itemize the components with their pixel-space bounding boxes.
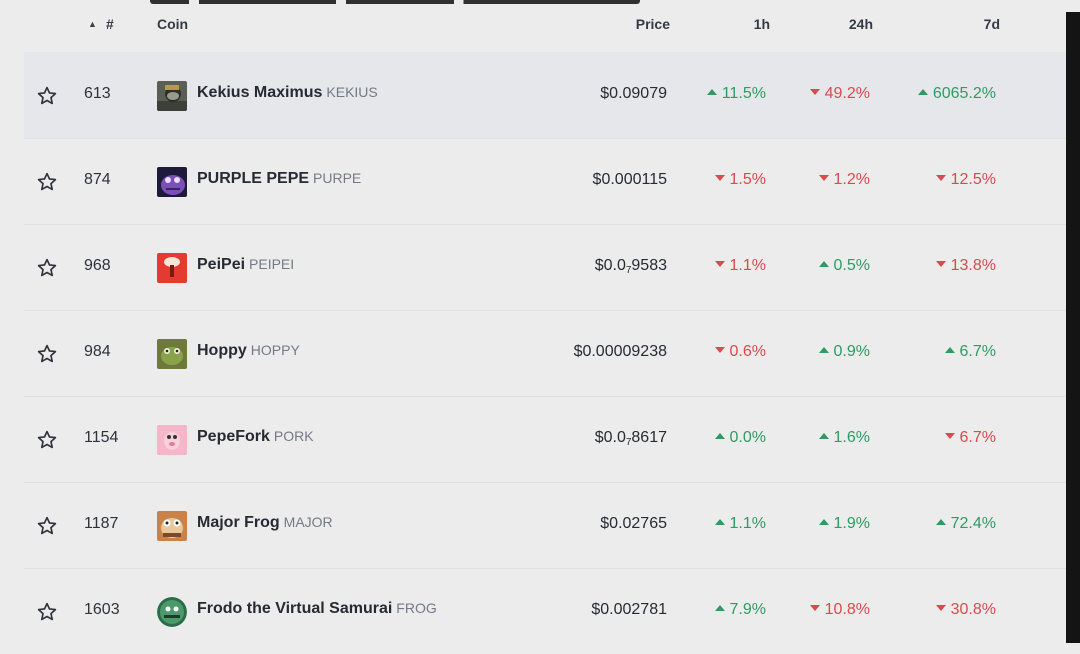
coin-rank: 1603 <box>84 601 120 618</box>
change-24h: 1.9% <box>818 515 870 533</box>
change-24h: 1.6% <box>818 429 870 447</box>
peipei-logo-icon <box>157 253 187 283</box>
coin-name[interactable]: Hoppy HOPPY <box>197 342 300 359</box>
coin-symbol: PURPE <box>313 170 362 186</box>
change-7d: 13.8% <box>935 257 996 275</box>
row-divider <box>24 396 1066 397</box>
change-24h: 10.8% <box>809 601 870 619</box>
coin-name[interactable]: Kekius Maximus KEKIUS <box>197 84 378 101</box>
change-1h: 0.6% <box>714 343 766 361</box>
coin-rank: 968 <box>84 257 111 274</box>
row-divider <box>24 482 1066 483</box>
change-1h: 11.5% <box>706 85 766 103</box>
kekius-logo-icon <box>157 81 187 111</box>
sort-ascending-icon[interactable]: ▲ <box>88 19 97 29</box>
coin-symbol: MAJOR <box>283 514 333 530</box>
coin-price: $0.000115 <box>592 171 667 188</box>
coin-price: $0.078617 <box>594 429 667 448</box>
right-edge-bar <box>1066 12 1080 643</box>
change-1h: 1.5% <box>714 171 766 189</box>
coin-price: $0.002781 <box>591 601 667 618</box>
row-divider <box>24 568 1066 569</box>
table-row[interactable]: 1187 Major Frog MAJOR $0.02765 1.1% 1.9% … <box>24 482 1066 568</box>
star-icon[interactable] <box>36 171 58 193</box>
coin-symbol: FROG <box>396 600 437 616</box>
coin-name[interactable]: PeiPei PEIPEI <box>197 256 295 273</box>
coin-name[interactable]: Frodo the Virtual Samurai FROG <box>197 600 437 617</box>
change-7d: 30.8% <box>935 601 996 619</box>
cropped-heading-text <box>150 0 640 4</box>
row-divider <box>24 310 1066 311</box>
column-header-7d[interactable]: 7d <box>983 16 1000 32</box>
star-icon[interactable] <box>36 515 58 537</box>
star-icon[interactable] <box>36 85 58 107</box>
change-7d: 72.4% <box>935 515 996 533</box>
coin-price: $0.09079 <box>600 85 667 102</box>
change-24h: 1.2% <box>818 171 870 189</box>
table-row[interactable]: 874 PURPLE PEPE PURPE $0.000115 1.5% 1.2%… <box>24 138 1066 224</box>
coin-rank: 984 <box>84 343 111 360</box>
table-row[interactable]: 613 Kekius Maximus KEKIUS $0.09079 11.5% … <box>24 52 1066 138</box>
column-header-coin[interactable]: Coin <box>157 16 189 32</box>
coin-rank: 874 <box>84 171 111 188</box>
frodo-logo-icon <box>157 597 187 627</box>
star-icon[interactable] <box>36 257 58 279</box>
row-divider <box>24 138 1066 139</box>
coin-name[interactable]: PURPLE PEPE PURPE <box>197 170 362 187</box>
table-header: ▲ # Coin Price 1h 24h 7d <box>0 0 1066 48</box>
coin-symbol: HOPPY <box>250 342 300 358</box>
coin-rank: 1154 <box>84 429 119 446</box>
change-7d: 6.7% <box>944 429 996 447</box>
coin-price: $0.00009238 <box>573 343 667 360</box>
change-1h: 7.9% <box>714 601 766 619</box>
column-header-rank[interactable]: # <box>106 16 114 32</box>
coin-rank: 1187 <box>84 515 119 532</box>
row-divider <box>24 224 1066 225</box>
coin-symbol: PEIPEI <box>249 256 295 272</box>
pepefork-logo-icon <box>157 425 187 455</box>
coin-name[interactable]: Major Frog MAJOR <box>197 514 333 531</box>
table-row[interactable]: 984 Hoppy HOPPY $0.00009238 0.6% 0.9% 6.7… <box>24 310 1066 396</box>
coin-price: $0.079583 <box>594 257 667 276</box>
column-header-price[interactable]: Price <box>635 16 670 32</box>
hoppy-logo-icon <box>157 339 187 369</box>
change-1h: 1.1% <box>714 515 766 533</box>
column-header-1h[interactable]: 1h <box>753 16 770 32</box>
purple-pepe-logo-icon <box>157 167 187 197</box>
star-icon[interactable] <box>36 343 58 365</box>
change-24h: 0.5% <box>818 257 870 275</box>
table-row[interactable]: 1154 PepeFork PORK $0.078617 0.0% 1.6% 6.… <box>24 396 1066 482</box>
coin-symbol: KEKIUS <box>326 84 378 100</box>
coin-name[interactable]: PepeFork PORK <box>197 428 314 445</box>
coin-price: $0.02765 <box>600 515 667 532</box>
change-1h: 1.1% <box>714 257 766 275</box>
coin-rank: 613 <box>84 85 111 102</box>
change-24h: 0.9% <box>818 343 870 361</box>
change-24h: 49.2% <box>809 85 870 103</box>
change-7d: 12.5% <box>935 171 996 189</box>
table-row[interactable]: 1603 Frodo the Virtual Samurai FROG $0.00… <box>24 568 1066 654</box>
star-icon[interactable] <box>36 429 58 451</box>
table-row[interactable]: 968 PeiPei PEIPEI $0.079583 1.1% 0.5% 13.… <box>24 224 1066 310</box>
coin-symbol: PORK <box>273 428 314 444</box>
change-1h: 0.0% <box>714 429 766 447</box>
change-7d: 6065.2% <box>917 85 996 103</box>
major-frog-logo-icon <box>157 511 187 541</box>
change-7d: 6.7% <box>944 343 996 361</box>
column-header-24h[interactable]: 24h <box>848 16 873 32</box>
star-icon[interactable] <box>36 601 58 623</box>
